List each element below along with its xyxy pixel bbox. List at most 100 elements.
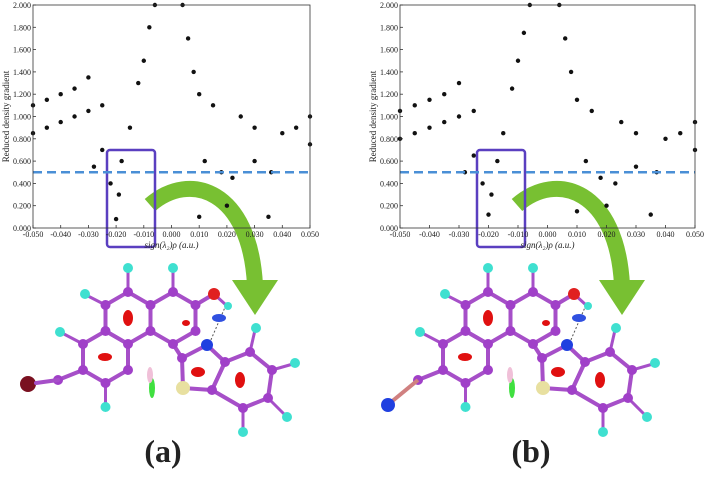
y-tick-label: 1.600	[380, 46, 398, 55]
point	[442, 119, 447, 125]
point	[108, 181, 113, 186]
y-tick-label: 1.800	[380, 23, 398, 32]
molecule-b	[381, 261, 662, 439]
point	[191, 69, 196, 75]
point	[509, 86, 515, 91]
point	[252, 125, 257, 130]
nitrogen	[381, 398, 395, 412]
panel-label: (b)	[511, 433, 550, 469]
point	[119, 158, 124, 164]
point	[574, 97, 580, 102]
point	[202, 158, 207, 164]
point	[563, 36, 568, 41]
y-tick-label: 0.200	[13, 202, 31, 211]
point	[293, 125, 299, 130]
y-axis-label: Reduced density gradient	[1, 70, 11, 162]
point	[136, 80, 141, 86]
x-tick-label: -0.010	[508, 230, 529, 239]
point	[495, 158, 500, 164]
point	[613, 181, 618, 186]
point	[230, 175, 235, 181]
point	[86, 75, 91, 80]
y-tick-label: 2.000	[380, 1, 398, 10]
bromine	[20, 376, 36, 392]
point	[91, 164, 97, 169]
x-tick-label: 0.050	[301, 230, 319, 239]
y-tick-label: 0.600	[13, 157, 31, 166]
point	[663, 136, 668, 141]
point	[427, 125, 432, 130]
point	[489, 192, 494, 197]
y-tick-label: 0.000	[13, 224, 31, 233]
y-tick-label: 0.400	[380, 179, 398, 188]
y-tick-label: 1.800	[13, 23, 31, 32]
y-tick-label: 0.400	[13, 179, 31, 188]
x-tick-label: 0.010	[190, 230, 208, 239]
y-tick-label: 0.800	[380, 135, 398, 144]
point	[471, 153, 476, 158]
point	[113, 216, 119, 222]
arrows	[144, 181, 645, 315]
x-tick-label: 0.000	[163, 230, 181, 239]
point	[633, 164, 639, 169]
y-tick-label: 1.000	[13, 113, 31, 122]
x-tick-label: -0.030	[78, 230, 99, 239]
scatter-chart: 0.000 0.200 0.400 0.600 0.800 1.000 1.200 1.400…	[368, 1, 704, 250]
point	[44, 125, 50, 130]
point	[252, 158, 257, 164]
y-tick-label: 1.000	[380, 113, 398, 122]
y-tick-label: 1.400	[380, 68, 398, 77]
point	[619, 119, 624, 125]
point	[568, 69, 574, 75]
point	[456, 114, 462, 119]
point	[58, 92, 63, 97]
point	[583, 158, 589, 164]
y-tick-label: 1.600	[13, 46, 31, 55]
point	[427, 97, 432, 102]
x-tick-label: -0.010	[133, 230, 154, 239]
point	[72, 86, 77, 91]
highlight-boxes	[105, 148, 527, 249]
x-tick-label: -0.050	[23, 230, 44, 239]
y-tick-label: 1.400	[13, 68, 31, 77]
point	[280, 131, 285, 136]
point	[238, 114, 243, 119]
point	[486, 212, 491, 217]
scatter-chart: 0.000 0.200 0.400 0.600 0.800 1.000 1.200 1.400…	[1, 1, 319, 250]
x-tick-label: -0.020	[478, 230, 499, 239]
molecule-a	[20, 261, 302, 439]
point	[116, 192, 122, 197]
point	[471, 108, 476, 114]
point	[633, 131, 639, 136]
x-tick-label: 0.020	[218, 230, 236, 239]
point	[100, 103, 105, 108]
y-tick-label: 0.000	[380, 224, 398, 233]
point	[598, 175, 603, 181]
point	[210, 103, 216, 108]
x-tick-label: -0.020	[106, 230, 127, 239]
x-axis-label: sign(λ₂)ρ (a.u.)	[520, 240, 574, 250]
x-tick-label: 0.050	[686, 230, 704, 239]
point	[147, 25, 152, 30]
y-tick-label: 1.200	[380, 90, 398, 99]
point	[648, 212, 653, 217]
point	[412, 103, 417, 108]
y-tick-label: 0.600	[380, 157, 398, 166]
y-tick-label: 2.000	[13, 1, 31, 10]
x-tick-label: 0.030	[246, 230, 264, 239]
point	[480, 181, 485, 186]
x-tick-label: 0.020	[598, 230, 616, 239]
x-tick-label: -0.040	[50, 230, 71, 239]
point	[456, 80, 462, 86]
point	[604, 203, 609, 208]
x-tick-label: 0.010	[568, 230, 586, 239]
x-tick-label: 0.000	[539, 230, 557, 239]
point	[501, 131, 506, 136]
point	[515, 58, 521, 63]
point	[521, 30, 527, 36]
point	[197, 214, 202, 220]
point	[185, 36, 191, 41]
point	[678, 131, 683, 136]
point	[44, 97, 50, 102]
